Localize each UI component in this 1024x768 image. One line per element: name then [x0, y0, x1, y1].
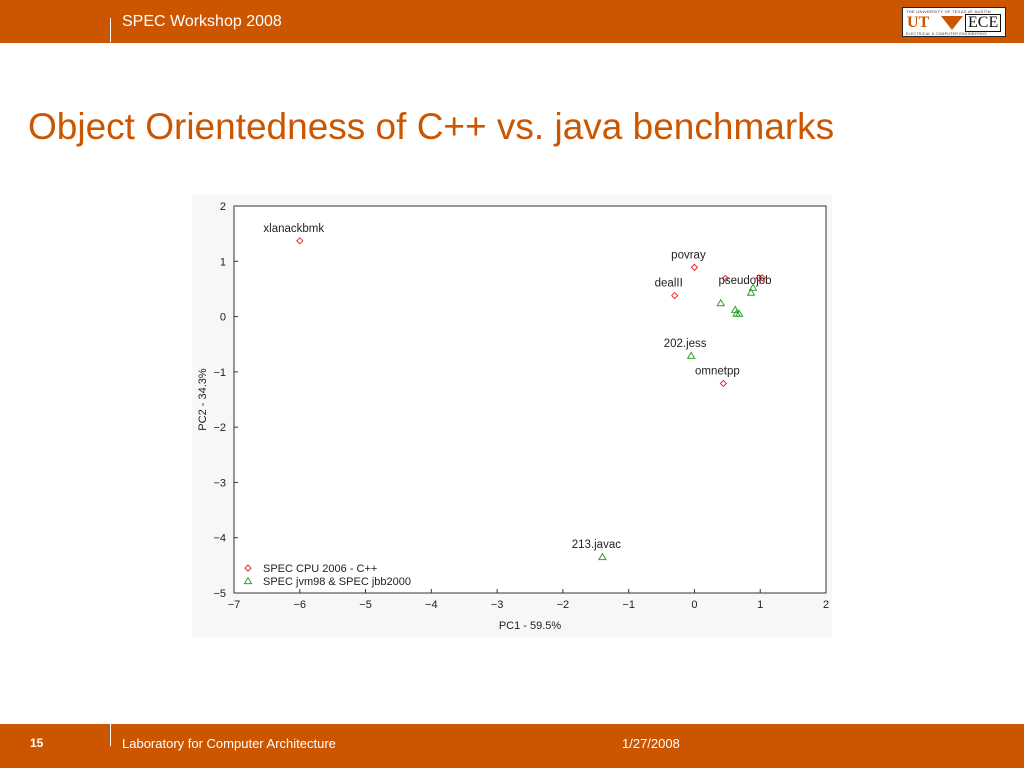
cpp-benchmark-point	[721, 274, 730, 283]
x-tick-label: 0	[691, 599, 697, 611]
legend-label: SPEC CPU 2006 - C++	[263, 563, 377, 575]
longhorn-icon	[941, 16, 963, 30]
logo-top-line: THE UNIVERSITY OF TEXAS AT AUSTIN	[906, 9, 991, 14]
cpp-benchmark-point	[755, 274, 763, 282]
x-tick-label: −3	[491, 599, 504, 611]
java-benchmark-point	[748, 283, 758, 291]
y-tick-label: −5	[213, 588, 226, 600]
header-bar: SPEC Workshop 2008 THE UNIVERSITY OF TEX…	[0, 0, 1024, 43]
java-benchmark-point	[686, 351, 696, 359]
chart-svg: −7 −6 −5 −4 −3 −2 −1 0 1 2 −5 −4 −3 −2 −1 0 1 2 PC1 - 59.5…	[197, 201, 829, 632]
lab-name: Laboratory for Computer Architecture	[122, 736, 336, 751]
x-tick-label: −6	[294, 599, 307, 611]
ut-ece-logo: THE UNIVERSITY OF TEXAS AT AUSTIN UT ECE…	[902, 7, 1006, 37]
y-tick-label: −3	[213, 477, 226, 489]
point-label: omnetpp	[695, 365, 740, 377]
point-label: dealII	[655, 278, 683, 290]
point-label: povray	[671, 249, 706, 261]
x-tick-label: −4	[425, 599, 438, 611]
y-tick-label: 1	[220, 256, 226, 268]
event-name: SPEC Workshop 2008	[122, 13, 282, 30]
cpp-benchmark-point	[671, 291, 679, 300]
legend-label: SPEC jvm98 & SPEC jbb2000	[263, 576, 411, 588]
x-tick-label: −1	[622, 599, 635, 611]
x-tick-label: −7	[228, 599, 241, 611]
page-number: 15	[30, 736, 44, 750]
legend-marker	[244, 564, 252, 572]
logo-ut-text: UT	[907, 14, 930, 31]
cpp-benchmark-point	[758, 274, 766, 282]
y-tick-label: 0	[220, 312, 226, 324]
footer-bar: 15 Laboratory for Computer Architecture …	[0, 724, 1024, 768]
cpp-benchmark-point	[719, 379, 728, 388]
slide-title: Object Orientedness of C++ vs. java benc…	[28, 106, 835, 147]
x-tick-label: 1	[757, 599, 763, 611]
legend-marker	[243, 576, 253, 585]
header-divider	[110, 18, 111, 42]
y-tick-label: 2	[220, 201, 226, 213]
x-tick-label: −2	[557, 599, 570, 611]
footer-divider	[110, 724, 111, 746]
slide-date: 1/27/2008	[622, 736, 680, 751]
x-axis-label: PC1 - 59.5%	[499, 620, 562, 632]
point-label: 213.javac	[572, 539, 621, 551]
y-axis-label: PC2 - 34.3%	[197, 368, 209, 431]
x-tick-label: −5	[359, 599, 372, 611]
logo-bottom-line: ELECTRICAL & COMPUTER ENGINEERING	[906, 32, 988, 36]
java-benchmark-point	[716, 298, 726, 307]
java-benchmark-point	[746, 288, 756, 296]
java-benchmark-point	[734, 309, 744, 317]
x-tick-label: 2	[823, 599, 829, 611]
java-benchmark-point	[597, 552, 607, 561]
y-tick-label: −4	[213, 533, 226, 545]
point-label: pseudojbb	[718, 275, 771, 287]
plot-area	[233, 205, 827, 594]
scatter-chart: −7 −6 −5 −4 −3 −2 −1 0 1 2 −5 −4 −3 −2 −1 0 1 2 PC1 - 59.5…	[192, 195, 832, 637]
cpp-benchmark-point	[296, 237, 304, 245]
y-tick-label: −2	[213, 422, 226, 434]
y-tick-label: −1	[213, 367, 226, 379]
point-label: xlanackbmk	[263, 223, 324, 235]
cpp-benchmark-point	[690, 263, 699, 272]
point-label: 202.jess	[664, 338, 707, 350]
logo-ece-text: ECE	[965, 14, 1002, 32]
